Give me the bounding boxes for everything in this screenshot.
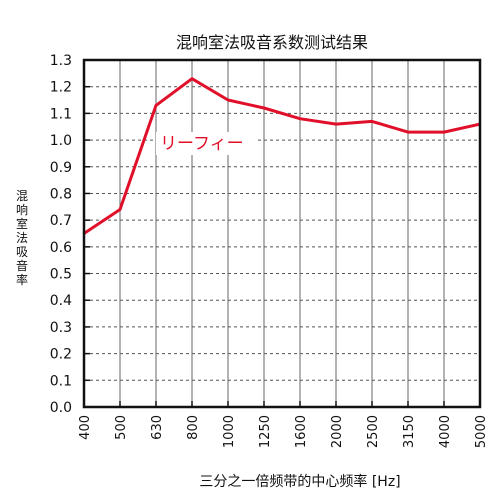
- data-point: [226, 98, 230, 102]
- data-point: [262, 106, 266, 110]
- x-axis-label: 三分之一倍频带的中心频率 [Hz]: [199, 473, 400, 490]
- plot-frame: [82, 58, 482, 409]
- x-tick-label: 2500: [366, 415, 381, 448]
- y-tick-label: 0.9: [50, 160, 72, 176]
- data-point: [370, 120, 374, 123]
- series-label: リーフィー: [160, 134, 244, 154]
- x-tick-label: 630: [150, 415, 165, 440]
- x-tick-label: 1000: [222, 415, 237, 448]
- y-tick-label: 1.2: [50, 80, 72, 96]
- x-tick-label: 5000: [474, 415, 489, 448]
- y-label-char: 法: [16, 231, 28, 245]
- series-layer: リーフィー: [82, 77, 482, 235]
- chart-title: 混响室法吸音系数测试结果: [176, 33, 368, 52]
- data-point: [442, 130, 446, 134]
- y-tick-label: 0.6: [50, 240, 72, 256]
- x-tick-label: 3150: [402, 415, 417, 448]
- y-tick-label: 1.1: [50, 106, 72, 122]
- y-label-char: 室: [16, 216, 28, 231]
- y-tick-label: 1.3: [50, 53, 72, 69]
- series-line: [83, 77, 481, 235]
- data-point: [154, 104, 158, 107]
- x-tick-label: 1600: [294, 415, 309, 448]
- x-tick-label: 400: [78, 415, 93, 440]
- y-label-char: 率: [16, 272, 28, 287]
- data-point: [190, 77, 194, 80]
- data-point: [298, 117, 302, 120]
- data-point: [406, 130, 410, 134]
- y-label-char: 混: [16, 189, 28, 203]
- grid: [84, 60, 480, 407]
- x-tick-label: 4000: [438, 415, 453, 448]
- y-label-char: 响: [16, 202, 28, 217]
- y-tick-label: 0.4: [50, 293, 72, 309]
- data-point: [118, 208, 122, 211]
- x-ticks: 400 500 630 800 1000 1250 1600 2000 2500 3150 4000…: [78, 401, 489, 448]
- x-tick-label: 2000: [330, 415, 345, 448]
- y-tick-label: 0.3: [50, 320, 72, 336]
- y-label-char: 吸: [16, 245, 28, 259]
- y-label-char: 音: [16, 258, 28, 273]
- y-tick-label: 0.0: [50, 400, 72, 416]
- y-tick-label: 0.5: [50, 267, 72, 283]
- y-tick-label: 0.1: [50, 373, 72, 389]
- y-tick-label: 0.8: [50, 186, 72, 202]
- x-tick-label: 800: [186, 415, 201, 440]
- series-label-bg: [156, 132, 256, 155]
- y-tick-label: 1.0: [50, 133, 72, 149]
- data-point: [334, 122, 338, 126]
- y-tick-label: 0.7: [50, 213, 72, 229]
- y-tick-label: 0.2: [50, 347, 72, 363]
- x-tick-label: 500: [114, 415, 129, 440]
- x-tick-label: 1250: [258, 415, 273, 448]
